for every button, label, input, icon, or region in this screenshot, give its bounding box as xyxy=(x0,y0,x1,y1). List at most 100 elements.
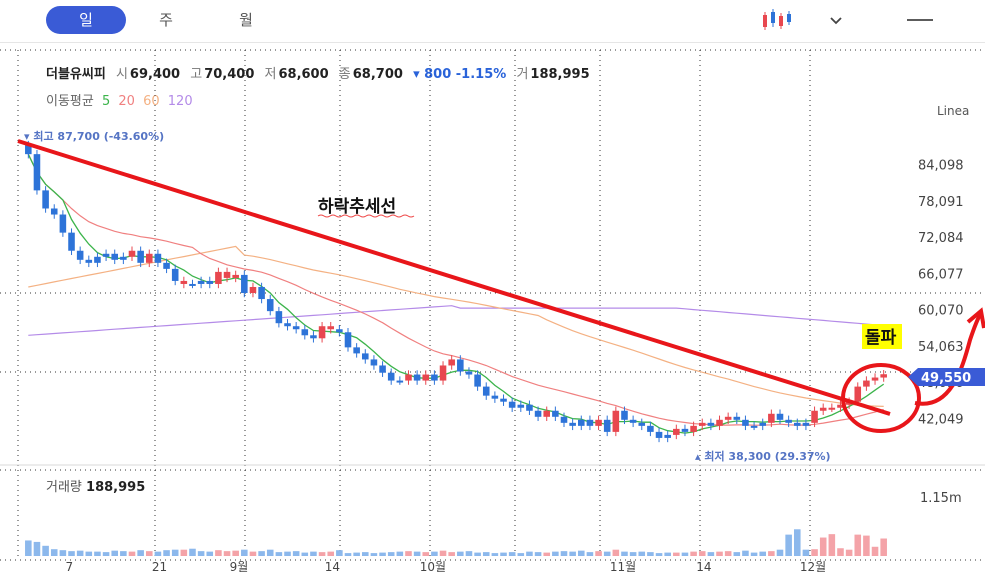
candle-body xyxy=(560,416,568,423)
candle-body xyxy=(42,190,49,209)
candle-body xyxy=(327,326,335,330)
volume-bar xyxy=(854,534,862,556)
candle-body xyxy=(431,374,438,381)
candle-body xyxy=(871,377,879,381)
volume-bar xyxy=(439,550,447,556)
candle-body xyxy=(759,422,767,426)
y-tick-label: 42,049 xyxy=(918,413,964,428)
candle-body xyxy=(215,271,222,284)
tab-monthly[interactable]: 월 xyxy=(239,11,253,29)
ma-5: 5 xyxy=(101,94,111,109)
candle-body xyxy=(552,410,559,417)
candle-body xyxy=(621,410,628,420)
candle-body xyxy=(508,401,516,408)
volume-panel-value: 188,995 xyxy=(86,480,146,495)
volume-value: 188,995 xyxy=(530,67,590,82)
ma-20-line xyxy=(27,153,884,426)
volume-bar xyxy=(491,553,499,556)
close-value: 68,700 xyxy=(352,67,403,82)
candle-body xyxy=(180,280,188,284)
ma-20: 20 xyxy=(118,94,135,109)
candle-body xyxy=(344,332,352,348)
candle-body xyxy=(863,380,870,387)
volume-bar xyxy=(482,552,490,556)
candle-body xyxy=(171,268,179,281)
candle-body xyxy=(482,386,490,396)
candle-body xyxy=(854,386,862,402)
candle-body xyxy=(396,380,404,383)
volume-bar xyxy=(387,552,395,556)
volume-bar xyxy=(577,550,585,556)
candle-body xyxy=(94,256,101,263)
candle-body xyxy=(68,232,75,251)
stock-name: 더블유씨피 xyxy=(46,67,106,82)
volume-bar xyxy=(759,551,767,556)
y-tick-label: 66,077 xyxy=(918,267,964,282)
volume-bar xyxy=(474,552,481,556)
volume-bar xyxy=(120,551,127,556)
volume-bar xyxy=(828,534,836,556)
x-tick-label: 11월 xyxy=(610,560,636,572)
volume-bar xyxy=(344,553,352,556)
candle-body xyxy=(439,365,447,381)
candle-body xyxy=(25,145,32,155)
candle-body xyxy=(379,365,386,373)
volume-bar xyxy=(621,551,628,556)
breakout-arrowhead xyxy=(966,307,985,329)
volume-bar xyxy=(68,551,75,556)
candle-body xyxy=(707,422,715,426)
volume-bar xyxy=(508,552,516,556)
volume-bar xyxy=(543,552,551,556)
y-tick-label: 84,098 xyxy=(918,159,964,174)
y-tick-label: 72,084 xyxy=(918,231,964,246)
volume-bar xyxy=(318,552,326,556)
volume-bar xyxy=(871,546,879,556)
high-marker: ▾ 최고 87,700 (-43.60%) xyxy=(24,129,164,143)
close-label: 종 xyxy=(338,67,351,82)
volume-bar xyxy=(716,551,723,556)
volume-bar xyxy=(837,548,844,556)
candle-body xyxy=(569,422,576,426)
low-marker: ▴ 최저 38,300 (29.37%) xyxy=(695,449,831,463)
candle-body xyxy=(534,410,542,417)
volume-bar xyxy=(690,551,697,556)
candle-body xyxy=(353,347,360,354)
candle-body xyxy=(526,404,533,411)
candlestick-icon[interactable] xyxy=(760,6,794,34)
volume-title: 거래량 xyxy=(46,480,82,495)
candle-body xyxy=(577,419,585,426)
candle-body xyxy=(811,410,818,423)
volume-bar xyxy=(301,552,309,556)
volume-bar xyxy=(750,552,758,556)
tab-weekly[interactable]: 주 xyxy=(159,11,173,29)
volume-bar xyxy=(154,551,162,556)
candle-body xyxy=(413,374,421,381)
candle-body xyxy=(318,326,326,339)
x-tick-label: 9월 xyxy=(230,560,249,572)
candle-body xyxy=(517,404,525,408)
volume-bar xyxy=(223,551,231,556)
candle-body xyxy=(249,286,257,294)
volume-bar xyxy=(733,552,741,556)
candle-body xyxy=(655,431,663,438)
volume-bar xyxy=(595,551,602,556)
volume-label: 거 xyxy=(516,67,529,82)
tab-daily[interactable]: 일 xyxy=(46,6,126,34)
candle-body xyxy=(768,413,775,423)
x-tick-label: 12월 xyxy=(800,560,826,572)
candle-body xyxy=(457,359,464,372)
volume-axis-label: 1.15m xyxy=(920,491,962,506)
chevron-down-icon[interactable] xyxy=(828,6,844,34)
candle-body xyxy=(595,419,602,426)
volume-bar xyxy=(25,540,32,556)
candle-body xyxy=(128,250,136,257)
current-price-tag xyxy=(908,368,985,386)
candle-body xyxy=(819,407,827,411)
volume-bar xyxy=(405,551,412,556)
candle-body xyxy=(647,425,654,432)
volume-panel-label: 거래량 188,995 xyxy=(46,476,145,495)
volume-bar xyxy=(811,549,818,556)
candle-body xyxy=(370,359,378,366)
menu-icon[interactable] xyxy=(905,6,935,34)
